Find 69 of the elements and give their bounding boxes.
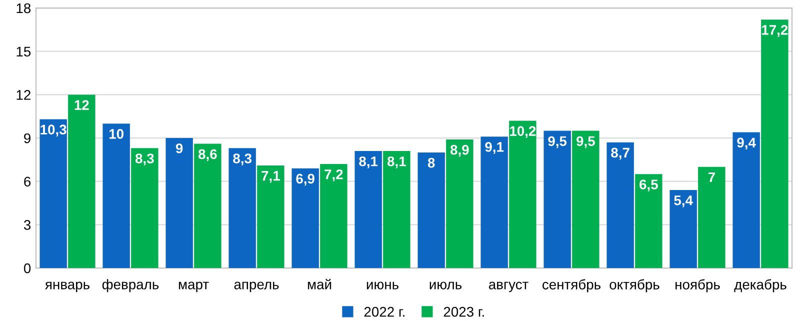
bar xyxy=(761,20,788,268)
bar xyxy=(40,119,67,268)
data-label: 5,4 xyxy=(674,196,693,208)
y-tick-label: 6 xyxy=(24,176,31,187)
bar xyxy=(544,130,571,268)
x-tick-label: март xyxy=(178,282,209,292)
y-tick-label: 3 xyxy=(24,220,31,230)
data-label: 8,3 xyxy=(135,154,154,166)
x-tick-label: июнь xyxy=(366,282,398,290)
data-label: 10,2 xyxy=(510,126,536,138)
data-label: 17,2 xyxy=(762,25,788,37)
bar xyxy=(698,166,726,268)
bar xyxy=(102,124,130,268)
legend-label: 2023 г. xyxy=(444,306,484,317)
bar xyxy=(572,130,600,268)
data-label: 10,3 xyxy=(40,124,66,137)
bar xyxy=(320,164,348,268)
x-tick-label: август xyxy=(488,282,528,292)
x-tick-label: май xyxy=(308,278,332,290)
x-tick-label: июль xyxy=(430,282,462,290)
x-tick-label: январь xyxy=(45,282,90,292)
bar xyxy=(606,142,634,268)
y-tick-label: 15 xyxy=(16,46,31,57)
bar xyxy=(509,120,536,268)
data-label: 12 xyxy=(74,100,89,110)
x-tick-label: ноябрь xyxy=(676,279,720,292)
bar xyxy=(228,148,256,268)
bar xyxy=(480,136,508,268)
data-label: 9,5 xyxy=(576,136,595,148)
y-tick-label: 9 xyxy=(24,133,30,144)
y-tick-label: 0 xyxy=(24,263,31,274)
y-tick-label: 18 xyxy=(16,3,31,14)
bar xyxy=(166,138,193,268)
bar xyxy=(194,144,222,268)
bar xyxy=(354,151,382,268)
data-label: 8,1 xyxy=(387,156,406,168)
bar xyxy=(257,165,284,268)
bar xyxy=(292,168,319,268)
data-label: 8,9 xyxy=(450,144,469,157)
data-label: 8,1 xyxy=(359,156,378,168)
data-label: 9,5 xyxy=(548,136,567,148)
bar xyxy=(68,94,96,268)
data-label: 6,5 xyxy=(640,180,658,192)
data-label: 9,1 xyxy=(485,142,504,154)
data-label: 7,2 xyxy=(324,169,343,182)
data-label: 8,6 xyxy=(198,149,217,162)
data-label: 7 xyxy=(708,172,715,182)
bar xyxy=(446,139,474,268)
data-label: 8 xyxy=(428,158,435,168)
x-tick-label: февраль xyxy=(102,279,159,292)
x-tick-label: октябрь xyxy=(610,279,660,292)
bar xyxy=(635,174,662,268)
x-tick-label: сентябрь xyxy=(542,279,600,292)
data-label: 9,4 xyxy=(737,138,756,150)
data-label: 8,3 xyxy=(233,154,252,166)
bar xyxy=(418,152,445,268)
bar xyxy=(732,132,760,268)
x-tick-label: апрель xyxy=(234,282,279,292)
bar xyxy=(383,151,410,268)
bar xyxy=(670,190,697,268)
bar xyxy=(131,148,158,268)
y-tick-label: 12 xyxy=(16,90,30,100)
data-label: 8,7 xyxy=(611,148,630,160)
data-label: 7,1 xyxy=(262,171,280,183)
data-label: 10 xyxy=(109,129,124,139)
data-label: 9 xyxy=(176,143,183,154)
legend-label: 2022 г. xyxy=(364,306,404,317)
data-label: 6,9 xyxy=(296,174,314,186)
x-tick-label: декабрь xyxy=(734,279,786,292)
